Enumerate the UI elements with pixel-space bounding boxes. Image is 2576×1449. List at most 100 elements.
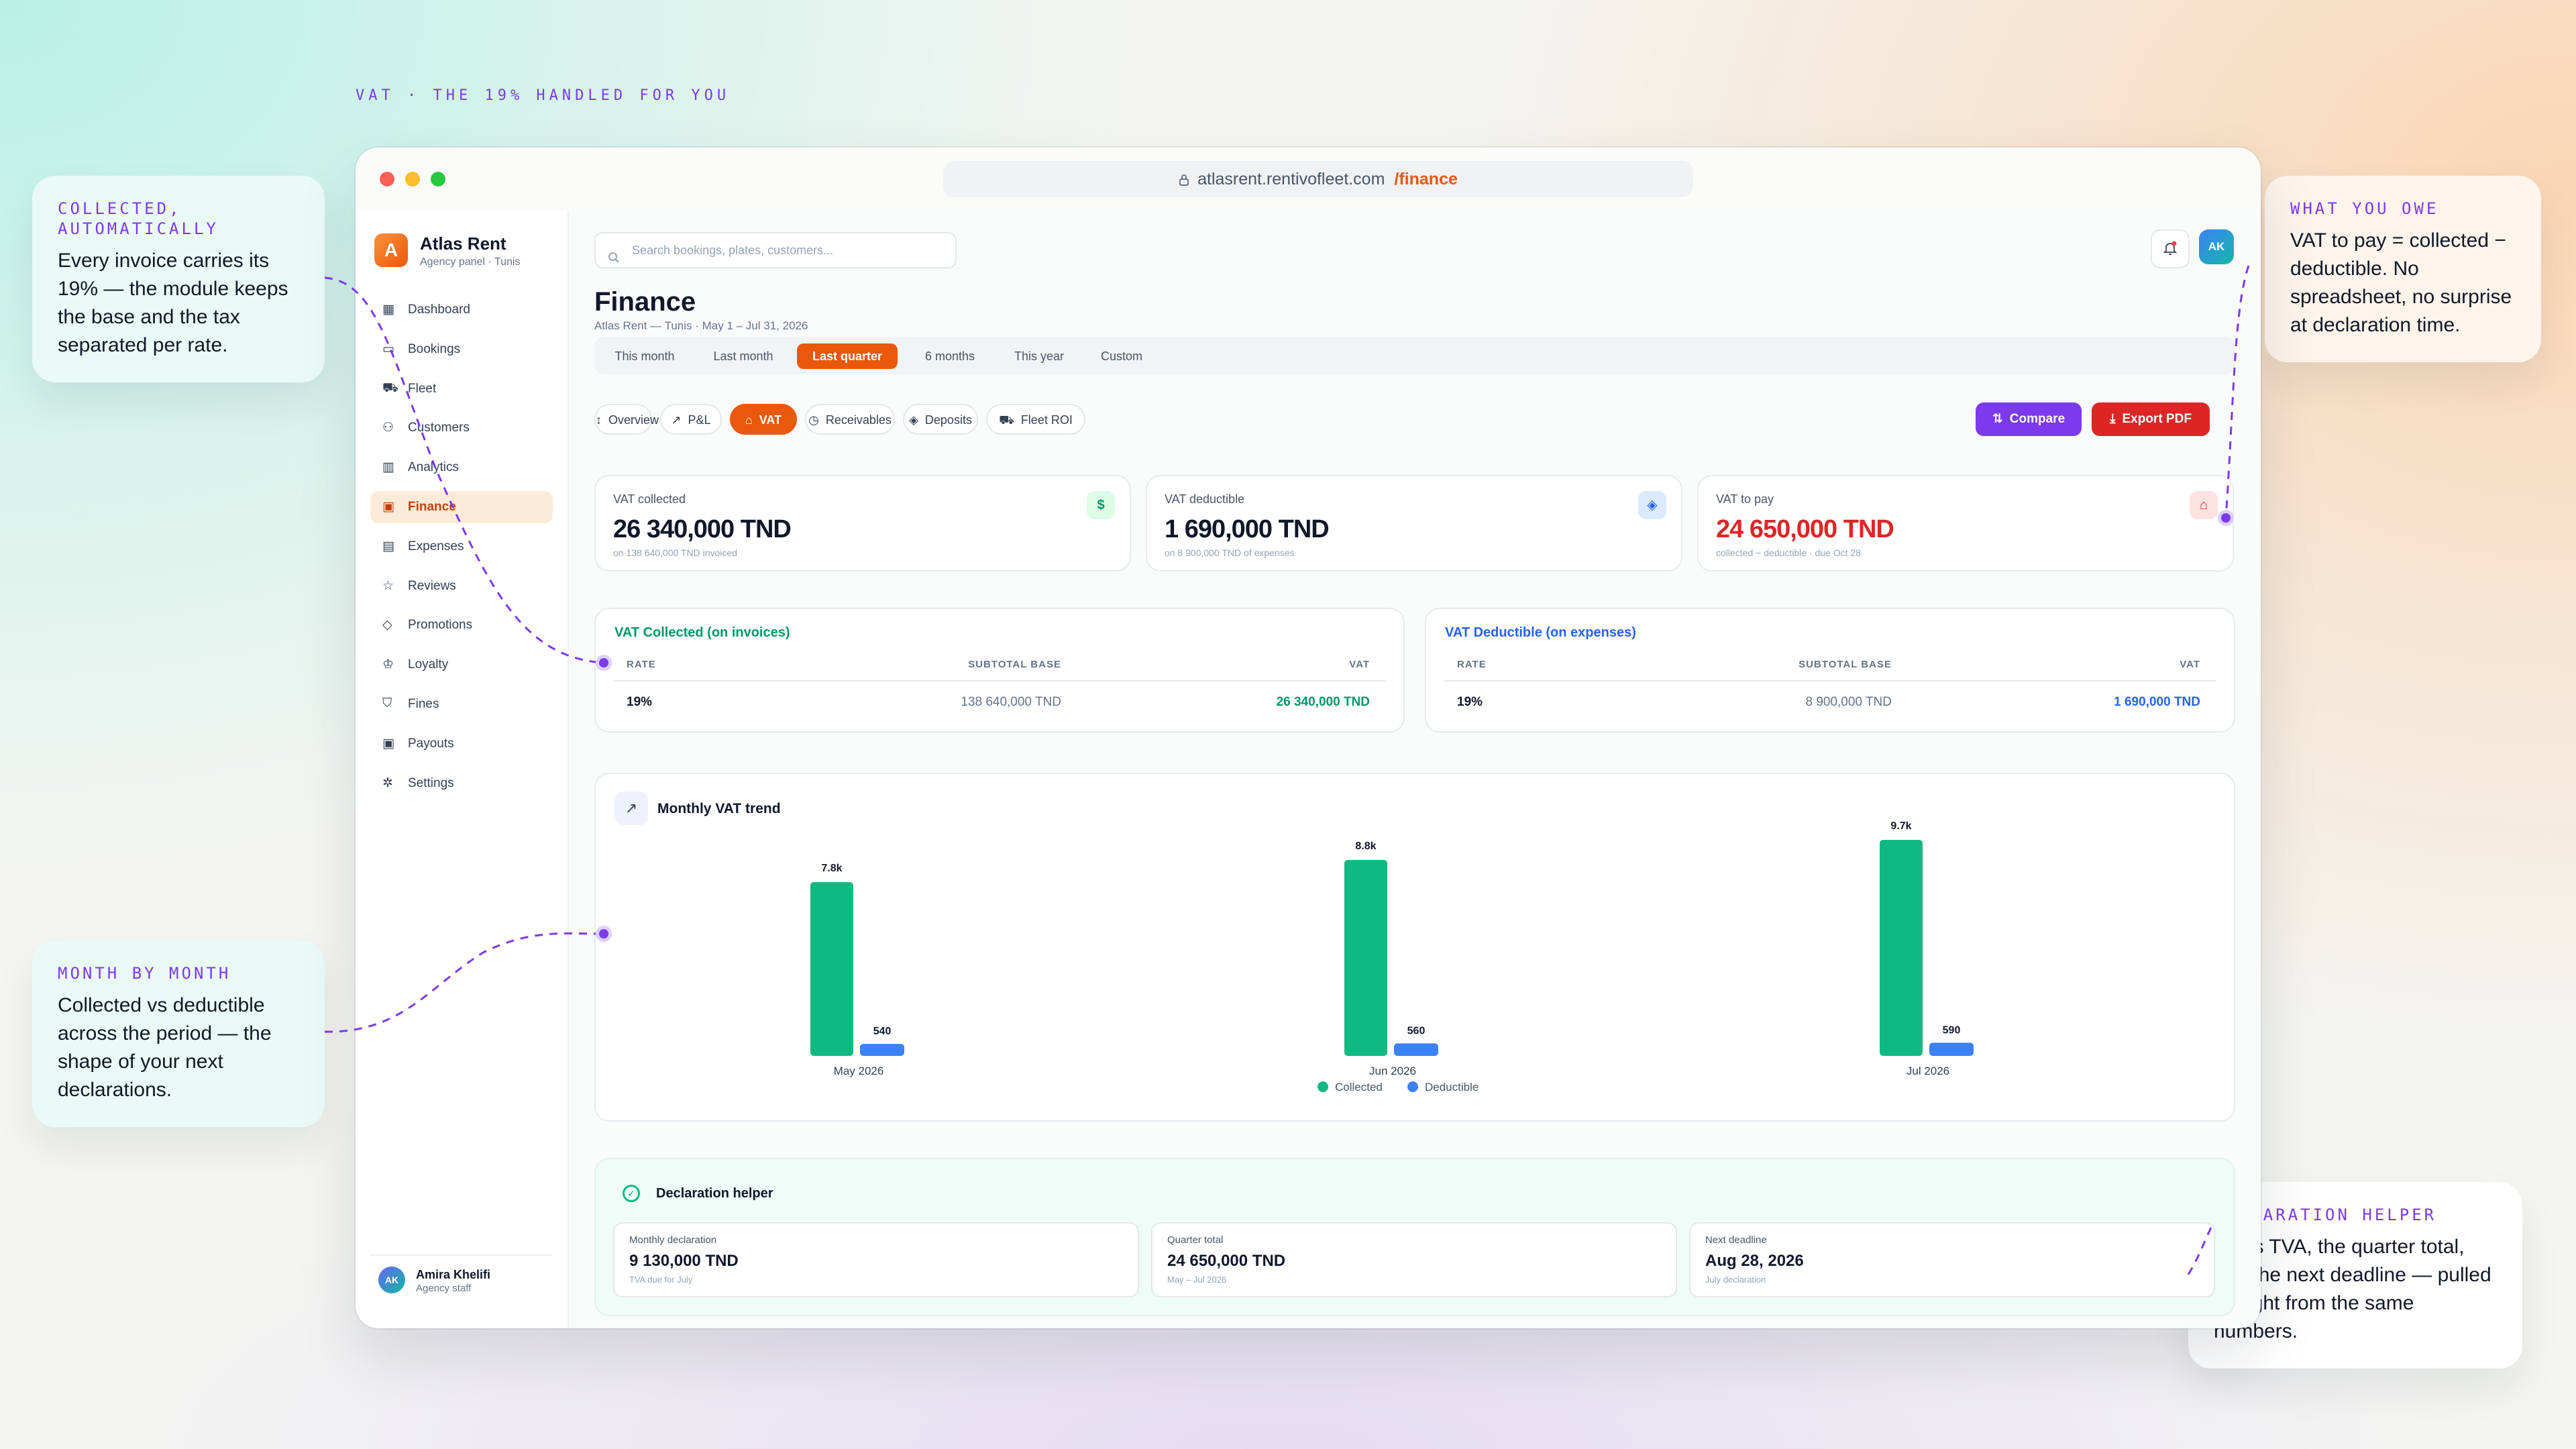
tab-fleet-roi[interactable]: ⛟ Fleet ROI xyxy=(986,404,1085,435)
table-divider xyxy=(1444,680,2216,682)
url-host: atlasrent.rentivofleet.com xyxy=(1197,170,1385,189)
column-header-vat: VAT xyxy=(2180,659,2200,670)
crown-icon: ♔ xyxy=(382,657,394,672)
kpi-subtext: on 138 640,000 TND invoiced xyxy=(613,547,737,558)
profile-avatar[interactable]: AK xyxy=(2199,229,2234,264)
sidebar-item-customers[interactable]: ⚇ Customers xyxy=(370,412,553,444)
kpi-subtext: on 8 900,000 TND of expenses xyxy=(1165,547,1295,558)
export-pdf-button[interactable]: ⤓ Export PDF xyxy=(2092,402,2210,436)
tab-p-l[interactable]: ↗ P&L xyxy=(660,404,722,435)
tab-receivables[interactable]: ◷ Receivables xyxy=(805,404,895,435)
vat-deductible-card: VAT deductible 1 690,000 TND on 8 900,000 … xyxy=(1146,475,1682,572)
tab-icon: ↕ xyxy=(596,413,602,427)
table-title: VAT Collected (on invoices) xyxy=(614,625,790,640)
period-6-months[interactable]: 6 months xyxy=(924,350,975,363)
sidebar-item-expenses[interactable]: ▤ Expenses xyxy=(370,531,553,563)
kpi-label: VAT collected xyxy=(613,492,686,506)
period-last-month[interactable]: Last month xyxy=(713,350,773,363)
page-caption: VAT · THE 19% HANDLED FOR YOU xyxy=(356,87,731,104)
bar-collected xyxy=(1880,839,1923,1056)
sidebar-item-label: Dashboard xyxy=(408,303,470,317)
bar-chart-icon: ▥ xyxy=(382,460,394,475)
vat-collected-table: VAT Collected (on invoices) RATE SUBTOTA… xyxy=(594,608,1405,733)
sidebar-item-fines[interactable]: ⛉ Fines xyxy=(370,688,553,720)
sidebar-item-settings[interactable]: ✲ Settings xyxy=(370,767,553,800)
declaration-label: Monthly declaration xyxy=(629,1234,717,1246)
sidebar-item-label: Reviews xyxy=(408,578,456,593)
minimize-window-button[interactable] xyxy=(405,172,420,186)
legend-label: Collected xyxy=(1335,1081,1383,1093)
trend-up-icon: ↗ xyxy=(614,792,648,825)
user-name: Amira Khelifi xyxy=(416,1268,491,1281)
period-last-quarter[interactable]: Last quarter xyxy=(797,343,898,369)
period-custom[interactable]: Custom xyxy=(1100,350,1142,363)
sidebar-item-finance[interactable]: ▣ Finance xyxy=(370,491,553,523)
kpi-value: 1 690,000 TND xyxy=(1165,515,1330,543)
sidebar-item-dashboard[interactable]: ▦ Dashboard xyxy=(370,294,553,326)
page-subtitle: Atlas Rent — Tunis · May 1 – Jul 31, 202… xyxy=(594,319,808,332)
wallet-icon: ▣ xyxy=(382,500,394,514)
bar-deductible xyxy=(1394,1043,1438,1056)
sidebar-item-analytics[interactable]: ▥ Analytics xyxy=(370,451,553,484)
star-icon: ☆ xyxy=(382,578,394,593)
notifications-button[interactable] xyxy=(2151,229,2190,268)
bell-icon xyxy=(2162,240,2178,260)
user-avatar[interactable]: AK xyxy=(378,1267,405,1293)
main-content: Search bookings, plates, customers... AK… xyxy=(569,211,2261,1328)
callout-body: Every invoice carries its 19% — the modu… xyxy=(58,250,288,356)
address-bar[interactable]: atlasrent.rentivofleet.com/finance xyxy=(943,161,1693,197)
declaration-subtext: May – Jul 2026 xyxy=(1167,1275,1227,1285)
close-window-button[interactable] xyxy=(380,172,394,186)
search-input[interactable]: Search bookings, plates, customers... xyxy=(594,232,957,268)
declaration-value: 9 130,000 TND xyxy=(629,1252,739,1270)
callout-title: WHAT YOU OWE xyxy=(2290,199,2439,218)
x-tick-label: Jun 2026 xyxy=(1369,1065,1416,1077)
user-role: Agency staff xyxy=(416,1283,472,1294)
sidebar-item-payouts[interactable]: ▣ Payouts xyxy=(370,728,553,760)
column-header-vat: VAT xyxy=(1349,659,1370,670)
gear-icon: ✲ xyxy=(382,775,393,790)
sidebar-item-bookings[interactable]: ▭ Bookings xyxy=(370,333,553,366)
users-icon: ⚇ xyxy=(382,421,394,435)
bar-collected xyxy=(810,882,853,1056)
tab-deposits[interactable]: ◈ Deposits xyxy=(903,404,978,435)
legend-label: Deductible xyxy=(1425,1081,1479,1093)
search-placeholder: Search bookings, plates, customers... xyxy=(632,244,834,257)
tab-icon: ↗ xyxy=(671,413,682,427)
bank-icon: ⌂ xyxy=(2190,491,2218,519)
column-header-rate: RATE xyxy=(627,659,656,670)
sidebar-item-label: Payouts xyxy=(408,736,454,751)
sidebar-item-loyalty[interactable]: ♔ Loyalty xyxy=(370,649,553,681)
check-circle-icon: ✓ xyxy=(623,1185,640,1202)
brand-name: Atlas Rent xyxy=(420,233,506,254)
sidebar-item-reviews[interactable]: ☆ Reviews xyxy=(370,570,553,602)
sidebar-item-promotions[interactable]: ◇ Promotions xyxy=(370,609,553,641)
callout-title: MONTH BY MONTH xyxy=(58,964,231,983)
sidebar-item-label: Finance xyxy=(408,500,456,514)
next-deadline-box: Next deadline Aug 28, 2026 July declaratio… xyxy=(1689,1222,2215,1297)
compare-label: Compare xyxy=(2009,412,2065,426)
period-this-year[interactable]: This year xyxy=(1014,350,1065,363)
tag-icon: ◇ xyxy=(382,618,392,633)
vat-to-pay-card: VAT to pay 24 650,000 TND collected − dedu… xyxy=(1697,475,2234,572)
period-this-month[interactable]: This month xyxy=(614,350,675,363)
maximize-window-button[interactable] xyxy=(431,172,445,186)
sidebar-item-label: Loyalty xyxy=(408,657,449,672)
sidebar-item-label: Promotions xyxy=(408,618,473,633)
declaration-value: Aug 28, 2026 xyxy=(1705,1252,1804,1270)
url-path: /finance xyxy=(1394,170,1458,189)
sidebar-item-fleet[interactable]: ⛟ Fleet xyxy=(370,373,553,405)
tab-label: Overview xyxy=(608,413,659,427)
table-title: VAT Deductible (on expenses) xyxy=(1445,625,1636,640)
declaration-subtext: TVA due for July xyxy=(629,1275,693,1285)
column-header-base: SUBTOTAL BASE xyxy=(968,659,1061,670)
base-cell: 8 900,000 TND xyxy=(1805,695,1892,709)
compare-button[interactable]: ⇅ Compare xyxy=(1976,402,2082,436)
tab-overview[interactable]: ↕ Overview xyxy=(594,404,659,435)
data-label-deductible: 540 xyxy=(873,1026,892,1037)
legend-swatch xyxy=(1407,1081,1418,1092)
tab-vat[interactable]: ⌂ VAT xyxy=(730,404,797,435)
kpi-subtext: collected − deductible · due Oct 28 xyxy=(1716,547,1861,558)
tab-label: Receivables xyxy=(825,413,892,427)
sidebar-item-label: Bookings xyxy=(408,341,461,356)
